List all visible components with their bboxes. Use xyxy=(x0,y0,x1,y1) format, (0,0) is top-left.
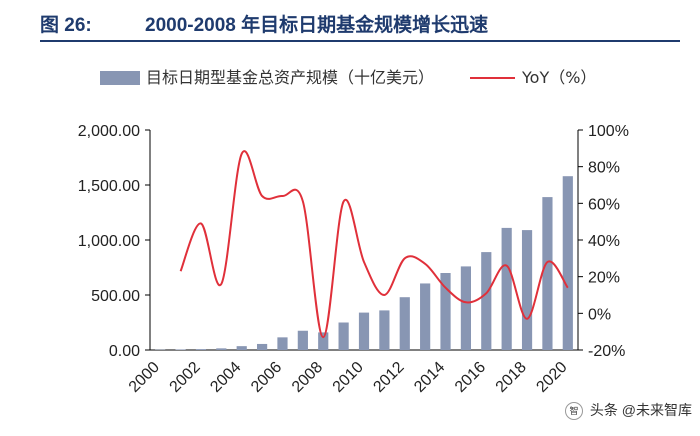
x-tick-label: 2020 xyxy=(533,359,570,396)
bar-2003 xyxy=(216,348,227,350)
x-tick-label: 2012 xyxy=(370,359,407,396)
left-tick-label: 1,500.00 xyxy=(78,178,140,195)
x-tick-label: 2006 xyxy=(248,359,285,396)
figure-title: 2000-2008 年目标日期基金规模增长迅速 xyxy=(145,15,489,36)
watermark: 智 头条 @未来智库 xyxy=(565,400,692,421)
x-tick-label: 2010 xyxy=(330,359,367,396)
bar-2007 xyxy=(297,330,308,350)
bar-2005 xyxy=(257,343,268,350)
yoy-line xyxy=(179,150,569,339)
bar-2011 xyxy=(379,310,390,350)
figure-header: 图 26: 2000-2008 年目标日期基金规模增长迅速 xyxy=(40,8,680,38)
watermark-text: 头条 @未来智库 xyxy=(589,402,692,418)
bar-2004 xyxy=(236,346,247,350)
right-tick-label: 20% xyxy=(588,270,620,287)
right-tick-label: 100% xyxy=(588,123,629,140)
x-tick-label: 2002 xyxy=(167,359,204,396)
right-tick-label: 0% xyxy=(588,306,611,323)
x-tick-label: 2014 xyxy=(411,359,448,396)
legend-line-label: YoY（%） xyxy=(521,68,596,87)
bar-2017 xyxy=(501,227,512,350)
header-divider xyxy=(40,40,680,42)
x-tick-label: 2016 xyxy=(452,359,489,396)
x-tick-label: 2000 xyxy=(126,359,163,396)
left-tick-label: 500.00 xyxy=(91,288,140,305)
bar-2001 xyxy=(175,349,186,350)
bar-2018 xyxy=(521,230,533,350)
bar-2002 xyxy=(195,349,207,350)
right-tick-label: -20% xyxy=(588,343,625,360)
left-tick-label: 1,000.00 xyxy=(78,233,140,250)
x-tick-label: 2008 xyxy=(289,359,326,396)
bar-2013 xyxy=(420,283,431,350)
bar-2019 xyxy=(542,197,553,350)
figure-label: 图 26: xyxy=(40,15,92,36)
right-tick-label: 80% xyxy=(588,160,620,177)
right-tick-label: 60% xyxy=(588,196,620,213)
watermark-logo-icon: 智 xyxy=(565,402,583,421)
x-tick-label: 2004 xyxy=(207,359,244,396)
left-tick-label: 0.00 xyxy=(109,343,140,360)
x-tick-label: 2018 xyxy=(493,359,530,396)
bar-2008 xyxy=(318,332,329,350)
left-tick-label: 2,000.00 xyxy=(78,123,140,140)
legend-bar-swatch xyxy=(100,71,140,85)
legend-bar-label: 目标日期型基金总资产规模（十亿美元） xyxy=(146,68,434,87)
bar-2012 xyxy=(399,297,410,350)
bar-2016 xyxy=(481,252,492,350)
bar-2015 xyxy=(460,266,471,350)
bar-2014 xyxy=(440,273,451,350)
right-tick-label: 40% xyxy=(588,233,620,250)
bar-2009 xyxy=(338,322,349,350)
bar-2010 xyxy=(358,312,370,350)
bar-2006 xyxy=(277,337,288,350)
bar-2020 xyxy=(562,176,573,350)
